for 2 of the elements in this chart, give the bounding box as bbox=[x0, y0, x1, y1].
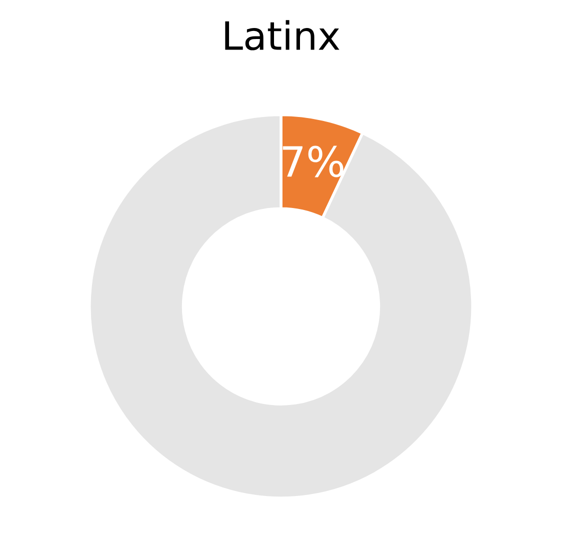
data-label: 7% bbox=[282, 146, 344, 178]
chart-title: Latinx bbox=[225, 20, 340, 50]
